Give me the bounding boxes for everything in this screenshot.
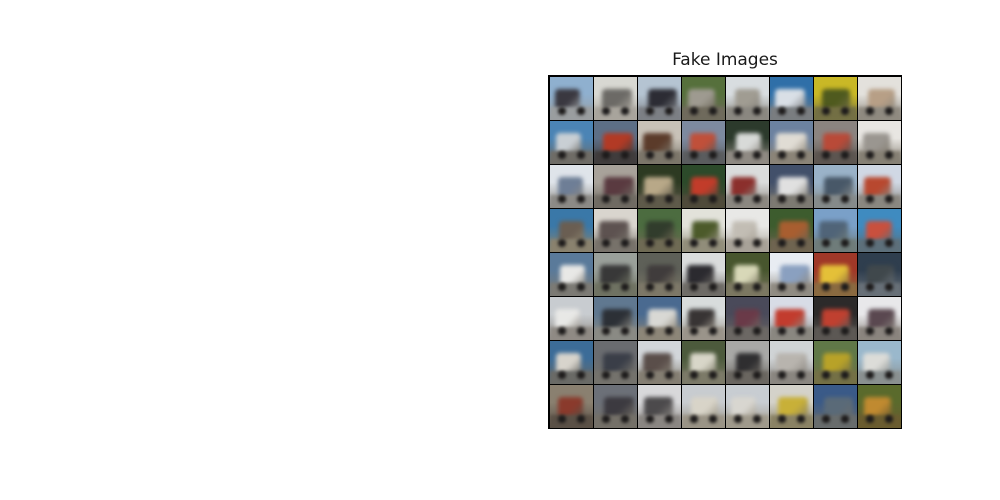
fake-image-tile xyxy=(770,121,813,164)
fake-image-tile xyxy=(726,297,769,340)
fake-image-tile xyxy=(638,385,681,428)
fake-image-tile xyxy=(550,121,593,164)
fake-image-tile xyxy=(770,341,813,384)
fake-image-tile xyxy=(682,209,725,252)
fake-image-tile xyxy=(682,253,725,296)
fake-image-tile xyxy=(726,209,769,252)
fake-image-tile xyxy=(814,253,857,296)
fake-image-tile xyxy=(550,297,593,340)
fake-image-tile xyxy=(726,385,769,428)
fake-image-tile xyxy=(726,165,769,208)
fake-image-tile xyxy=(682,121,725,164)
fake-image-tile xyxy=(858,77,901,120)
fake-images-grid xyxy=(548,75,902,429)
fake-image-tile xyxy=(638,121,681,164)
fake-image-tile xyxy=(682,77,725,120)
fake-image-tile xyxy=(814,297,857,340)
fake-image-tile xyxy=(594,341,637,384)
fake-image-tile xyxy=(682,341,725,384)
fake-image-tile xyxy=(770,209,813,252)
fake-image-tile xyxy=(726,341,769,384)
fake-image-tile xyxy=(770,165,813,208)
fake-image-tile xyxy=(594,165,637,208)
fake-image-tile xyxy=(858,253,901,296)
fake-image-tile xyxy=(682,165,725,208)
fake-image-tile xyxy=(814,341,857,384)
fake-image-tile xyxy=(770,385,813,428)
fake-image-tile xyxy=(550,341,593,384)
fake-image-tile xyxy=(858,209,901,252)
fake-image-tile xyxy=(594,121,637,164)
fake-image-tile xyxy=(638,297,681,340)
fake-image-tile xyxy=(858,297,901,340)
fake-image-tile xyxy=(638,209,681,252)
fake-image-tile xyxy=(594,385,637,428)
fake-image-tile xyxy=(814,165,857,208)
fake-image-tile xyxy=(550,385,593,428)
fake-image-tile xyxy=(550,253,593,296)
fake-image-tile xyxy=(858,165,901,208)
fake-image-tile xyxy=(814,385,857,428)
fake-image-tile xyxy=(638,165,681,208)
fake-image-tile xyxy=(814,77,857,120)
fake-image-tile xyxy=(858,385,901,428)
fake-image-tile xyxy=(814,209,857,252)
fake-image-tile xyxy=(770,253,813,296)
fake-image-tile xyxy=(638,77,681,120)
fake-image-tile xyxy=(726,121,769,164)
fake-image-tile xyxy=(594,209,637,252)
figure-title: Fake Images xyxy=(548,50,902,70)
fake-image-tile xyxy=(638,253,681,296)
fake-image-tile xyxy=(726,77,769,120)
fake-image-tile xyxy=(726,253,769,296)
fake-image-tile xyxy=(638,341,681,384)
fake-image-tile xyxy=(858,341,901,384)
fake-image-tile xyxy=(594,297,637,340)
fake-image-tile xyxy=(550,165,593,208)
fake-image-tile xyxy=(550,77,593,120)
fake-image-tile xyxy=(594,253,637,296)
fake-image-tile xyxy=(770,297,813,340)
fake-image-tile xyxy=(550,209,593,252)
fake-image-tile xyxy=(594,77,637,120)
fake-image-tile xyxy=(858,121,901,164)
fake-image-tile xyxy=(814,121,857,164)
fake-image-tile xyxy=(682,385,725,428)
fake-image-tile xyxy=(682,297,725,340)
fake-image-tile xyxy=(770,77,813,120)
